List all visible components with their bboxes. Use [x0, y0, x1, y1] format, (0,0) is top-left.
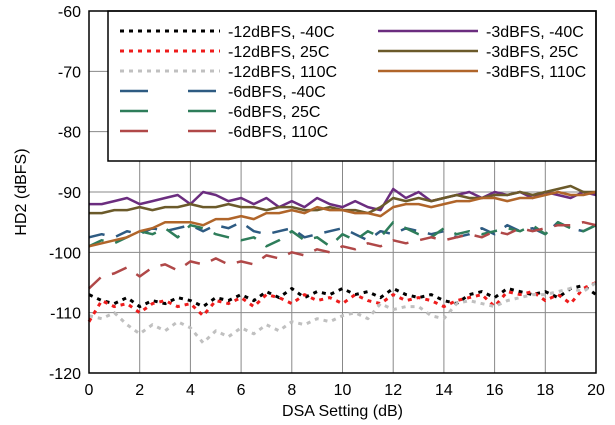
legend-label: -6dBFS, -40C	[228, 84, 326, 101]
y-tick-label: -90	[58, 185, 81, 202]
y-tick-labels: -60 -70 -80 -90 -100 -110 -120	[49, 4, 81, 383]
y-tick-label: -120	[49, 366, 81, 383]
x-axis-label: DSA Setting (dB)	[282, 403, 403, 420]
x-tick-label: 20	[587, 382, 605, 399]
series-line-3	[88, 220, 597, 242]
y-tick-label: -70	[58, 64, 81, 81]
legend-label: -12dBFS, 25C	[228, 44, 329, 61]
x-tick-label: 0	[85, 382, 94, 399]
legend-label: -12dBFS, 110C	[228, 64, 337, 81]
x-tick-label: 2	[135, 382, 144, 399]
series-line-1	[87, 281, 597, 323]
x-tick-label: 16	[486, 382, 504, 399]
x-tick-label: 12	[384, 382, 402, 399]
y-tick-label: -80	[58, 125, 81, 142]
x-tick-label: 4	[186, 382, 195, 399]
legend-label: -3dBFS, 110C	[486, 64, 586, 81]
x-tick-labels: 0 2 4 6 8 10 12 14 16 18 20	[85, 382, 605, 399]
x-tick-label: 8	[287, 382, 296, 399]
y-tick-label: -60	[58, 4, 81, 21]
plot-frame	[88, 10, 597, 374]
legend-label: -12dBFS, -40C	[228, 24, 335, 41]
y-tick-label: -100	[49, 245, 81, 262]
x-tick-label: 6	[237, 382, 246, 399]
y-tick-label: -110	[50, 306, 81, 323]
series-line-2	[88, 281, 597, 345]
legend-label: -3dBFS, 25C	[486, 44, 578, 61]
legend: -12dBFS, -40C -12dBFS, 25C -12dBFS, 110C -6…	[107, 10, 597, 162]
legend-label: -6dBFS, 25C	[228, 104, 320, 121]
x-tick-label: 10	[334, 382, 352, 399]
series-lines	[87, 184, 597, 345]
series-line-0	[88, 284, 597, 309]
x-tick-label: 14	[435, 382, 453, 399]
x-tick-label: 18	[536, 382, 554, 399]
legend-label: -6dBFS, 110C	[228, 124, 328, 141]
series-line-5	[88, 220, 597, 290]
legend-label: -3dBFS, -40C	[486, 24, 584, 41]
series-line-4	[88, 220, 597, 248]
y-axis-label: HD2 (dBFS)	[13, 148, 30, 235]
series-line-8	[88, 190, 597, 248]
